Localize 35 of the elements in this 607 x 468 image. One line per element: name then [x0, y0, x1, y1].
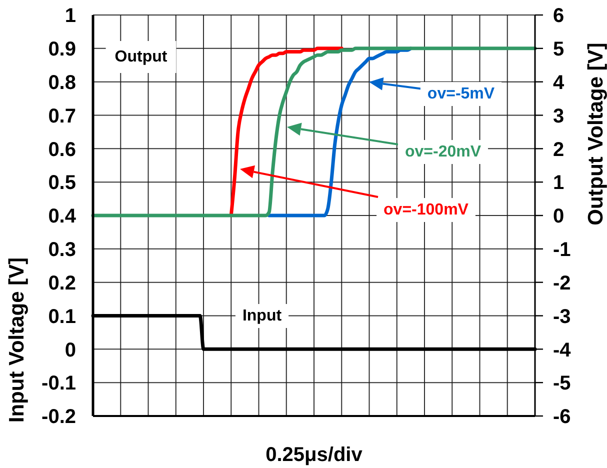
annotation: Output [114, 48, 168, 66]
y-tick-label: -0.1 [42, 372, 76, 395]
x-axis-title: 0.25μs/div [266, 444, 364, 466]
y2-tick-label: 5 [553, 38, 564, 61]
y-tick-label: 0.4 [48, 206, 77, 228]
y2-tick-label: -6 [553, 406, 571, 428]
y2-tick-label: 1 [553, 172, 564, 194]
series-label: Input [242, 308, 282, 324]
y-axis-title: Input Voltage [V] [6, 257, 28, 423]
y-tick-label: 0.5 [48, 172, 76, 194]
line-series [91, 46, 537, 218]
text: ov=-100mV [384, 202, 469, 218]
y2-tick-label: 0 [553, 206, 564, 228]
y2-tick-label: -2 [553, 272, 571, 294]
y2-tick-label: 3 [553, 105, 564, 128]
y2-tick-label: -1 [553, 239, 571, 262]
y2-tick-label: 2 [553, 138, 564, 161]
y-tick-label: 0.2 [48, 272, 76, 294]
legend-label: ov=-5mV [427, 86, 495, 102]
text: ov=-20mV [404, 144, 482, 160]
y2-tick-label: -4 [553, 339, 572, 362]
y-tick-label: 0.1 [48, 306, 76, 328]
y2-tick-label: 6 [553, 5, 564, 28]
y-tick-label: -0.2 [42, 406, 76, 428]
y-tick-label: 0.6 [48, 138, 76, 161]
y2-axis-title: Output Voltage [V] [584, 42, 607, 226]
y-tick-label: 1 [64, 5, 76, 28]
y-tick-label: 0.3 [48, 239, 76, 262]
y-tick-label: 0.7 [48, 105, 76, 128]
y2-tick-label: -3 [553, 306, 571, 328]
y2-tick-label: 4 [553, 72, 565, 94]
y-tick-label: 0.8 [48, 72, 76, 94]
y-tick-label: 0 [64, 339, 76, 362]
y2-tick-label: -5 [553, 372, 571, 395]
y-tick-label: 0.9 [48, 38, 76, 61]
